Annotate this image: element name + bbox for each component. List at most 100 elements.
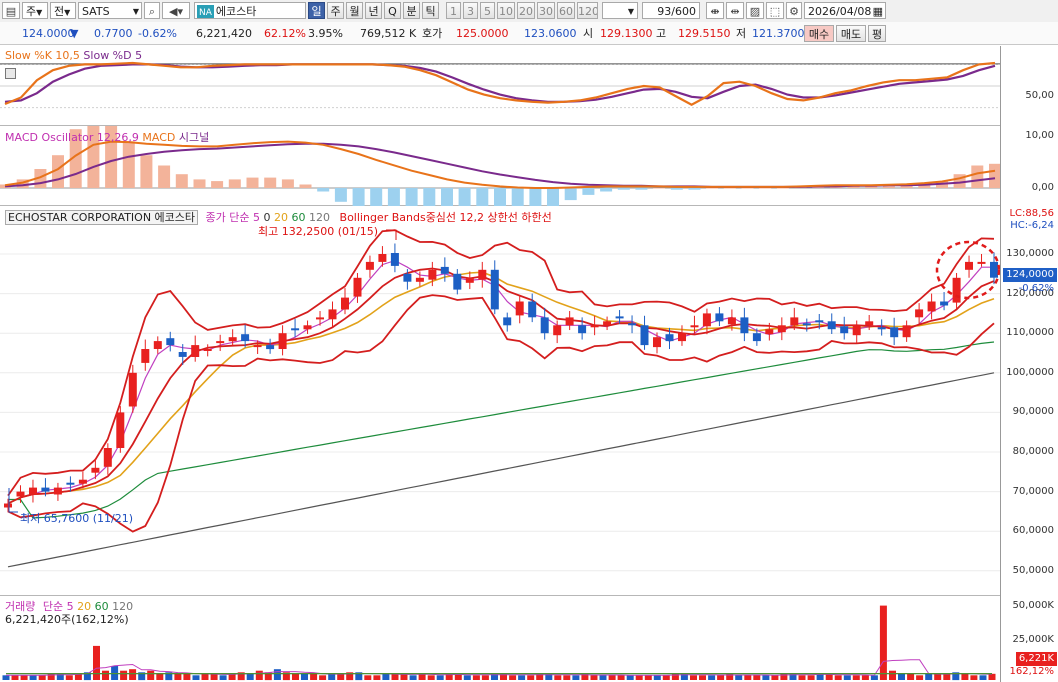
volume-bar [744, 675, 752, 680]
date-field[interactable]: 2026/04/08 ▦ [804, 2, 886, 19]
minute-unit-button-10[interactable]: 10 [497, 2, 515, 19]
volume-bar [509, 675, 517, 680]
volume-bar [680, 673, 688, 680]
symbol-input[interactable]: SATS ▼ [78, 2, 142, 19]
period-select[interactable]: 주▼ [22, 2, 48, 19]
minute-unit-button-30[interactable]: 30 [537, 2, 555, 19]
gear-icon[interactable]: ⚙ [786, 2, 802, 19]
candle-body [503, 317, 512, 326]
low-label: 저 [736, 27, 747, 40]
highlight-circle [935, 240, 1000, 300]
volume-bar [500, 673, 507, 680]
candle-body [827, 321, 836, 330]
macd-panel[interactable]: MACD Oscillator 12,26,9 MACD 시그널 [0, 126, 1000, 206]
candle-body [915, 309, 924, 318]
candle-body [453, 273, 462, 290]
chart-menu-icon[interactable]: ▤ [2, 2, 20, 19]
volume-bar [925, 673, 933, 680]
volume-bar [472, 675, 480, 680]
period-button-0[interactable]: 일 [308, 2, 325, 19]
high-price: 129.5150 [678, 27, 731, 40]
quote-bar: 124.0000 ▼ 0.7700 -0.62% 6,221,420 62.12… [0, 22, 1058, 45]
zoom-in-icon[interactable]: ⇹ [726, 2, 744, 19]
volume-bar [852, 675, 860, 680]
volume-bar [979, 675, 987, 680]
high-note: 최고 132,2500 (01/15) [258, 225, 379, 238]
volume-bar [83, 672, 91, 681]
macd-osc-bar [759, 188, 772, 189]
candle-body [465, 277, 474, 283]
price-axis-label: 100,0000 [1006, 366, 1054, 378]
save-icon[interactable]: ⬚ [766, 2, 784, 19]
minute-unit-button-5[interactable]: 5 [480, 2, 495, 19]
volume-bar [20, 675, 28, 680]
stoch-d-line [4, 63, 996, 103]
low-price: 121.3700 [752, 27, 805, 40]
candle-body [715, 313, 724, 322]
macd-osc-bar [635, 188, 648, 190]
volume-bar [762, 675, 770, 680]
price-change-pct: -0.62% [138, 27, 177, 40]
candle-body [16, 491, 25, 497]
period-button-4[interactable]: Q [384, 2, 401, 19]
ma-0-label: 0 [263, 211, 271, 224]
eval-button[interactable]: 평 [868, 25, 886, 42]
unit-dropdown[interactable]: ▼ [602, 2, 638, 19]
period-button-3[interactable]: 년 [365, 2, 382, 19]
candle-body [191, 345, 200, 357]
volume-bar [617, 675, 625, 680]
volume-bar [491, 673, 498, 680]
ma-20-label: 20 [274, 211, 289, 224]
period-button-5[interactable]: 분 [403, 2, 420, 19]
panel-checkbox[interactable] [5, 66, 19, 79]
volume-label: 거래량 [5, 600, 36, 613]
minute-unit-button-1[interactable]: 1 [446, 2, 461, 19]
ma-5-label: 5 [253, 211, 261, 224]
sound-icon[interactable]: ◀▾ [162, 2, 190, 19]
candle-body [565, 317, 574, 326]
minute-unit-button-3[interactable]: 3 [463, 2, 478, 19]
volume-bar [364, 675, 372, 680]
candle-body [528, 301, 537, 318]
buy-button[interactable]: 매수 [804, 25, 834, 42]
chevron-down-icon: ▼ [627, 7, 634, 16]
stock-name-field[interactable]: NA 에코스타 [194, 2, 306, 19]
candle-body [241, 334, 250, 342]
price-axis-label: 80,0000 [1012, 446, 1054, 457]
market-select[interactable]: 전▼ [50, 2, 76, 19]
bollinger-upper-line [7, 229, 995, 497]
volume-bar [273, 669, 281, 680]
period-button-2[interactable]: 월 [346, 2, 363, 19]
chart-mode-icon[interactable]: ▨ [746, 2, 764, 19]
security-title: ECHOSTAR CORPORATION 에코스타 [5, 210, 199, 225]
minute-unit-button-120[interactable]: 120 [577, 2, 598, 19]
macd-osc-bar [317, 188, 330, 192]
minute-unit-button-60[interactable]: 60 [557, 2, 575, 19]
page-counter[interactable]: 93/600 [642, 2, 700, 19]
macd-signal-label: 시그널 [178, 131, 210, 144]
macd-osc-bar [458, 188, 471, 206]
macd-osc-bar [741, 188, 754, 189]
ma-60-line [8, 341, 995, 519]
volume-bar [74, 673, 82, 680]
macd-line [4, 140, 996, 189]
macd-osc-bar [175, 174, 188, 188]
macd-axis-label: 0,00 [1031, 182, 1054, 193]
sell-button[interactable]: 매도 [836, 25, 866, 42]
price-panel[interactable]: ECHOSTAR CORPORATION 에코스타 종가 단순 5 0 20 6… [0, 206, 1000, 596]
search-icon[interactable]: ⌕ [144, 2, 160, 19]
macd-osc-bar [776, 188, 789, 189]
minute-unit-button-20[interactable]: 20 [517, 2, 535, 19]
macd-osc-bar [370, 188, 383, 206]
zoom-out-icon[interactable]: ⇼ [706, 2, 724, 19]
period-button-6[interactable]: 틱 [422, 2, 439, 19]
volume-panel[interactable]: 거래량 단순 5 20 60 120 6,221,420주(162,12%) [0, 596, 1000, 682]
volume-bar [798, 675, 806, 680]
volume-bar [11, 675, 19, 680]
price-axis-label: 50,0000 [1012, 564, 1054, 576]
macd-osc-bar [706, 188, 719, 189]
period-button-1[interactable]: 주 [327, 2, 344, 19]
macd-osc-bar [281, 179, 294, 188]
candle-body [278, 333, 287, 349]
stochastic-panel[interactable]: Slow %K 10,5 Slow %D 5 [0, 46, 1000, 126]
